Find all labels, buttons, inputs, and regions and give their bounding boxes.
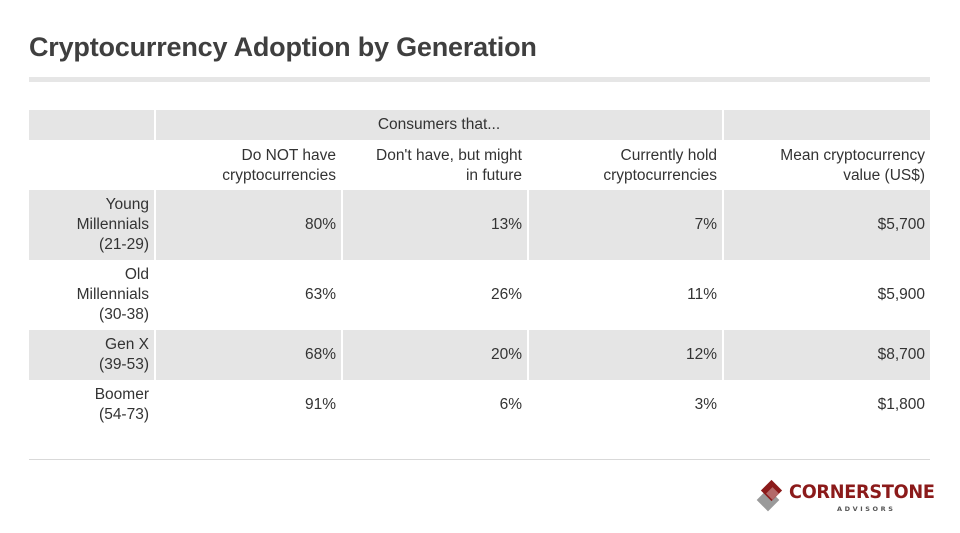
cell-currently-hold: 3% <box>526 380 724 430</box>
row-label-line: Boomer <box>94 386 149 403</box>
row-label-boomer: Boomer (54-73) <box>29 380 155 430</box>
header-line: Don't have, but might <box>376 147 522 164</box>
logo-subtitle: ADVISORS <box>837 505 896 513</box>
table-row: Old Millennials (30-38) 63% 26% 11% $5,9… <box>29 260 931 330</box>
column-header-row: Do NOT have cryptocurrencies Don't have,… <box>29 141 931 190</box>
row-label-line: Young <box>105 196 149 213</box>
row-label-line: (54-73) <box>99 406 149 423</box>
header-line: value (US$) <box>843 167 926 184</box>
cornerstone-logo: CORNERSTONE ADVISORS <box>755 475 935 520</box>
bottom-divider <box>29 459 930 460</box>
column-header-mean-value: Mean cryptocurrency value (US$) <box>722 141 931 190</box>
group-header-blank <box>722 110 931 142</box>
title-divider <box>29 77 930 82</box>
cell-might-in-future: 13% <box>341 190 528 260</box>
corner-cell <box>29 110 155 142</box>
header-line: Mean cryptocurrency <box>780 147 926 164</box>
group-header-row: Consumers that... <box>29 110 931 142</box>
group-header: Consumers that... <box>153 110 724 142</box>
page-title: Cryptocurrency Adoption by Generation <box>29 32 537 62</box>
row-label-old-millennials: Old Millennials (30-38) <box>29 260 155 330</box>
adoption-table: Consumers that... Do NOT have cryptocurr… <box>29 110 931 430</box>
table-row: Young Millennials (21-29) 80% 13% 7% $5,… <box>29 190 931 260</box>
row-label-line: Millennials <box>76 286 149 303</box>
header-line: in future <box>465 167 522 184</box>
row-label-line: Millennials <box>76 216 149 233</box>
row-label-gen-x: Gen X (39-53) <box>29 330 155 380</box>
cell-currently-hold: 7% <box>526 190 724 260</box>
cell-might-in-future: 26% <box>341 260 528 330</box>
row-label-header <box>29 141 155 190</box>
logo-name: CORNERSTONE <box>789 481 935 503</box>
header-line: Do NOT have <box>241 147 336 164</box>
cell-currently-hold: 12% <box>526 330 724 380</box>
cell-mean-value: $5,700 <box>722 190 931 260</box>
header-line: Currently hold <box>620 147 718 164</box>
column-header-currently-hold: Currently hold cryptocurrencies <box>526 141 724 190</box>
stacked-diamonds-icon <box>756 479 783 512</box>
header-line: cryptocurrencies <box>222 167 336 184</box>
cell-mean-value: $1,800 <box>722 380 931 430</box>
row-label-young-millennials: Young Millennials (21-29) <box>29 190 155 260</box>
cell-do-not-have: 91% <box>154 380 342 430</box>
cell-might-in-future: 6% <box>341 380 528 430</box>
cell-mean-value: $5,900 <box>722 260 931 330</box>
cell-currently-hold: 11% <box>526 260 724 330</box>
table-row: Gen X (39-53) 68% 20% 12% $8,700 <box>29 330 931 380</box>
cell-do-not-have: 80% <box>154 190 342 260</box>
table-row: Boomer (54-73) 91% 6% 3% $1,800 <box>29 380 931 430</box>
column-header-do-not-have: Do NOT have cryptocurrencies <box>154 141 342 190</box>
cell-mean-value: $8,700 <box>722 330 931 380</box>
row-label-line: (21-29) <box>99 236 149 253</box>
cell-do-not-have: 68% <box>154 330 342 380</box>
header-line: cryptocurrencies <box>603 167 718 184</box>
row-label-line: Gen X <box>105 336 149 353</box>
row-label-line: (39-53) <box>99 356 149 373</box>
row-label-line: (30-38) <box>99 306 149 323</box>
cell-might-in-future: 20% <box>341 330 528 380</box>
cell-do-not-have: 63% <box>154 260 342 330</box>
column-header-might-in-future: Don't have, but might in future <box>341 141 528 190</box>
row-label-line: Old <box>124 266 149 283</box>
